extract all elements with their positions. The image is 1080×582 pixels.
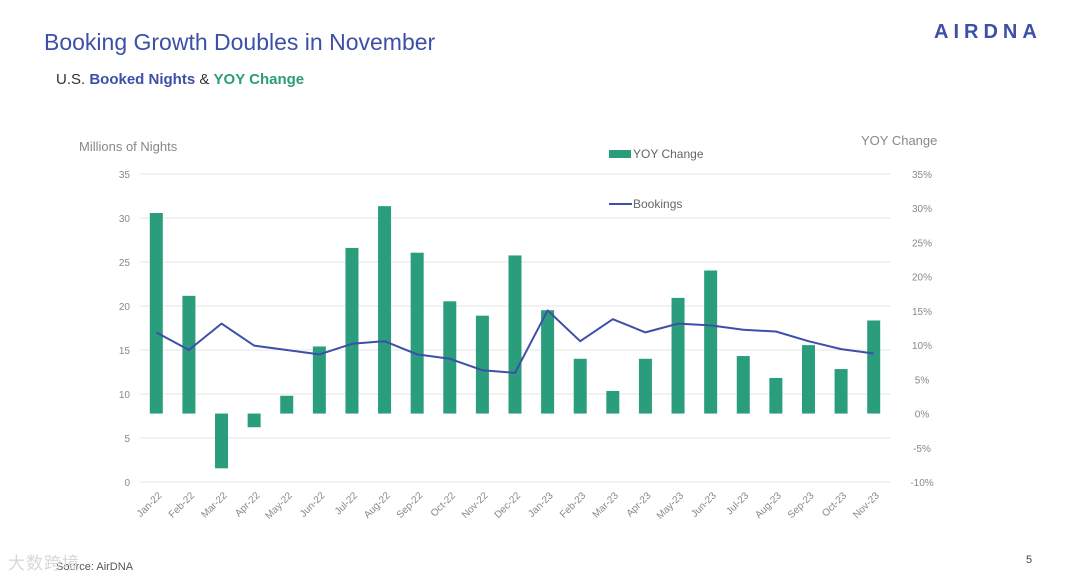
yoy-bar bbox=[508, 255, 522, 414]
left-tick-label: 30 bbox=[119, 214, 131, 225]
right-tick-label: 35% bbox=[912, 170, 932, 181]
x-axis-ticks: Jan-22 Feb-22 Mar-22 Apr-22 May-22 Jun-22 Jul-… bbox=[135, 490, 882, 522]
subtitle-yoy-change: YOY Change bbox=[213, 71, 305, 88]
x-tick-label: Jan-22 bbox=[135, 490, 165, 520]
left-tick-label: 10 bbox=[119, 390, 131, 401]
x-tick-label: Apr-22 bbox=[233, 490, 262, 519]
x-tick-label: Oct-22 bbox=[429, 490, 458, 519]
bookings-line bbox=[155, 309, 874, 374]
x-tick-label: Nov-22 bbox=[460, 490, 491, 521]
legend-bookings-label: Bookings bbox=[633, 197, 682, 211]
yoy-bar bbox=[312, 346, 326, 414]
x-tick-label: Jun-22 bbox=[298, 490, 328, 520]
left-axis-ticks: 0 5 10 15 20 25 30 35 bbox=[119, 170, 131, 489]
right-tick-label: 15% bbox=[912, 307, 932, 318]
yoy-bars bbox=[149, 206, 881, 469]
legend: YOY Change Bookings bbox=[609, 147, 704, 211]
right-tick-label: 10% bbox=[912, 341, 932, 352]
x-tick-label: Jun-23 bbox=[689, 490, 719, 520]
left-tick-label: 5 bbox=[124, 434, 130, 445]
subtitle-booked-nights: Booked Nights bbox=[89, 71, 196, 88]
x-tick-label: May-22 bbox=[263, 490, 295, 522]
yoy-bar bbox=[573, 358, 587, 414]
x-tick-label: Sep-23 bbox=[786, 490, 817, 521]
right-tick-label: 0% bbox=[915, 410, 930, 421]
yoy-bar bbox=[410, 252, 424, 414]
legend-yoy-swatch bbox=[609, 150, 631, 158]
chart-subtitle: U.S. Booked Nights & YOY Change bbox=[56, 71, 304, 88]
page-number: 5 bbox=[1026, 554, 1033, 566]
right-axis-ticks: -10% -5% 0% 5% 10% 15% 20% 25% 30% 35% bbox=[910, 170, 933, 489]
watermark: 大数跨境 bbox=[8, 554, 80, 573]
right-tick-label: 20% bbox=[912, 273, 932, 284]
x-tick-label: Jan-23 bbox=[526, 490, 556, 520]
yoy-bar bbox=[541, 310, 555, 414]
yoy-bar bbox=[638, 358, 652, 414]
x-tick-label: Jul-23 bbox=[724, 490, 751, 517]
subtitle-prefix: U.S. bbox=[56, 71, 90, 88]
right-tick-label: -5% bbox=[913, 444, 931, 455]
x-tick-label: Oct-23 bbox=[820, 490, 849, 519]
subtitle-ampersand: & bbox=[195, 71, 214, 88]
x-tick-label: Aug-22 bbox=[362, 490, 393, 521]
right-axis-title: YOY Change bbox=[861, 133, 937, 148]
left-tick-label: 25 bbox=[119, 258, 131, 269]
x-tick-label: Feb-23 bbox=[558, 490, 588, 520]
legend-yoy-label: YOY Change bbox=[633, 147, 704, 161]
yoy-bar bbox=[215, 413, 229, 469]
x-tick-label: Aug-23 bbox=[753, 490, 784, 521]
yoy-bar bbox=[606, 390, 620, 414]
yoy-bar bbox=[247, 413, 261, 428]
yoy-bar bbox=[801, 345, 815, 414]
chart-title: Booking Growth Doubles in November bbox=[44, 29, 436, 55]
x-tick-label: Sep-22 bbox=[395, 490, 426, 521]
source-note: Source: AirDNA bbox=[56, 561, 134, 573]
airdna-logo: AIRDNA bbox=[934, 21, 1042, 43]
yoy-bar bbox=[769, 377, 783, 414]
left-tick-label: 15 bbox=[119, 346, 131, 357]
left-tick-label: 0 bbox=[124, 478, 130, 489]
yoy-bar bbox=[475, 315, 489, 414]
x-tick-label: Feb-22 bbox=[167, 490, 197, 520]
yoy-bar bbox=[443, 301, 457, 414]
yoy-bar bbox=[345, 247, 359, 414]
x-tick-label: Dec-22 bbox=[493, 490, 524, 521]
yoy-bar bbox=[149, 213, 163, 414]
x-tick-label: Apr-23 bbox=[625, 490, 654, 519]
yoy-bar bbox=[834, 369, 848, 414]
yoy-bar bbox=[704, 270, 718, 414]
yoy-bar bbox=[182, 295, 196, 414]
right-tick-label: 5% bbox=[915, 375, 930, 386]
left-tick-label: 35 bbox=[119, 170, 131, 181]
yoy-bar bbox=[671, 297, 685, 414]
yoy-bar bbox=[867, 320, 881, 414]
left-axis-title: Millions of Nights bbox=[79, 139, 178, 154]
right-tick-label: 30% bbox=[912, 204, 932, 215]
yoy-bar bbox=[378, 206, 392, 414]
x-tick-label: May-23 bbox=[655, 490, 687, 522]
x-tick-label: Jul-22 bbox=[333, 490, 360, 517]
left-tick-label: 20 bbox=[119, 302, 131, 313]
x-tick-label: Nov-23 bbox=[851, 490, 882, 521]
right-tick-label: -10% bbox=[910, 478, 933, 489]
x-tick-label: Mar-22 bbox=[199, 490, 229, 520]
x-tick-label: Mar-23 bbox=[591, 490, 621, 520]
bookings-line-group bbox=[155, 309, 874, 374]
yoy-bar bbox=[736, 356, 750, 414]
yoy-bar bbox=[280, 395, 294, 414]
right-tick-label: 25% bbox=[912, 238, 932, 249]
